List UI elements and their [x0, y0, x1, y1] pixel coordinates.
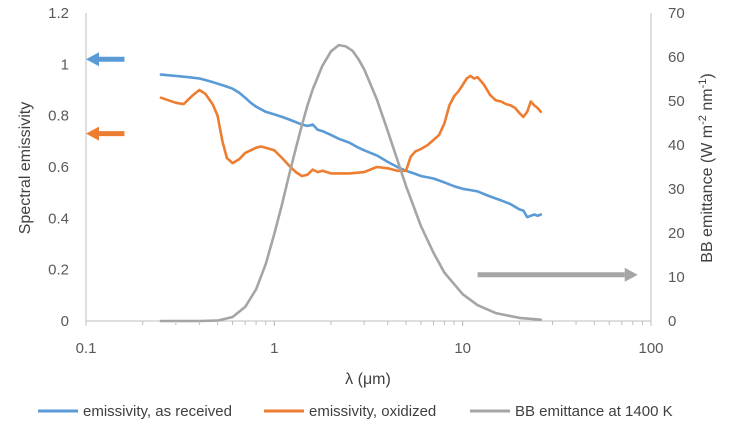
arrow-head	[624, 267, 638, 282]
legend-item-oxidized: emissivity, oxidized	[264, 403, 436, 420]
y-tick-label: 0.6	[48, 159, 69, 176]
legend-item-as-received: emissivity, as received	[38, 403, 232, 420]
arrow-head	[86, 126, 99, 141]
legend-label-as-received: emissivity, as received	[83, 403, 232, 420]
annotation-layer	[86, 52, 638, 282]
y2-tick-label: 10	[668, 269, 685, 286]
y-tick-label: 0	[61, 313, 69, 330]
arrow-annotation	[477, 267, 638, 282]
legend-item-bb-emittance: BB emittance at 1400 K	[470, 403, 673, 420]
y-tick-label: 0.4	[48, 210, 69, 227]
series-line-as-received	[159, 73, 543, 219]
legend-label-oxidized: emissivity, oxidized	[309, 403, 436, 420]
y-tick-label: 1	[61, 56, 69, 73]
arrow-annotation	[86, 126, 125, 141]
x-tick-label: 100	[638, 340, 663, 357]
y2-axis-title: BB emittance (W m-2 nm-1)	[697, 73, 716, 262]
y-tick-label: 0.8	[48, 108, 69, 125]
y-tick-label: 1.2	[48, 5, 69, 22]
y2-tick-label: 60	[668, 49, 685, 66]
legend: emissivity, as received emissivity, oxid…	[38, 403, 673, 420]
y-tick-label: 0.2	[48, 262, 69, 279]
series-line-oxidized	[159, 74, 543, 178]
y2-tick-label: 40	[668, 137, 685, 154]
y2-tick-label: 30	[668, 181, 685, 198]
series-layer	[159, 43, 543, 323]
x-axis-title: λ (μm)	[345, 371, 391, 388]
arrow-annotation	[86, 52, 125, 67]
y2-tick-label: 0	[668, 313, 676, 330]
x-tick-label: 0.1	[76, 340, 97, 357]
y2-tick-label: 50	[668, 93, 685, 110]
series-line-bb-emittance	[159, 43, 543, 323]
y2-tick-label: 20	[668, 225, 685, 242]
x-tick-label: 10	[454, 340, 471, 357]
legend-label-bb-emittance: BB emittance at 1400 K	[515, 403, 673, 420]
y-axis-title: Spectral emissivity	[17, 102, 34, 234]
y2-tick-label: 70	[668, 5, 685, 22]
x-tick-label: 1	[270, 340, 278, 357]
ticks-layer: 0.1 1 10 100 0 0.2 0.4 0.6 0.8 1 1.2 0 10 20 30 40 50 60 7…	[48, 5, 685, 357]
arrow-head	[86, 52, 99, 67]
